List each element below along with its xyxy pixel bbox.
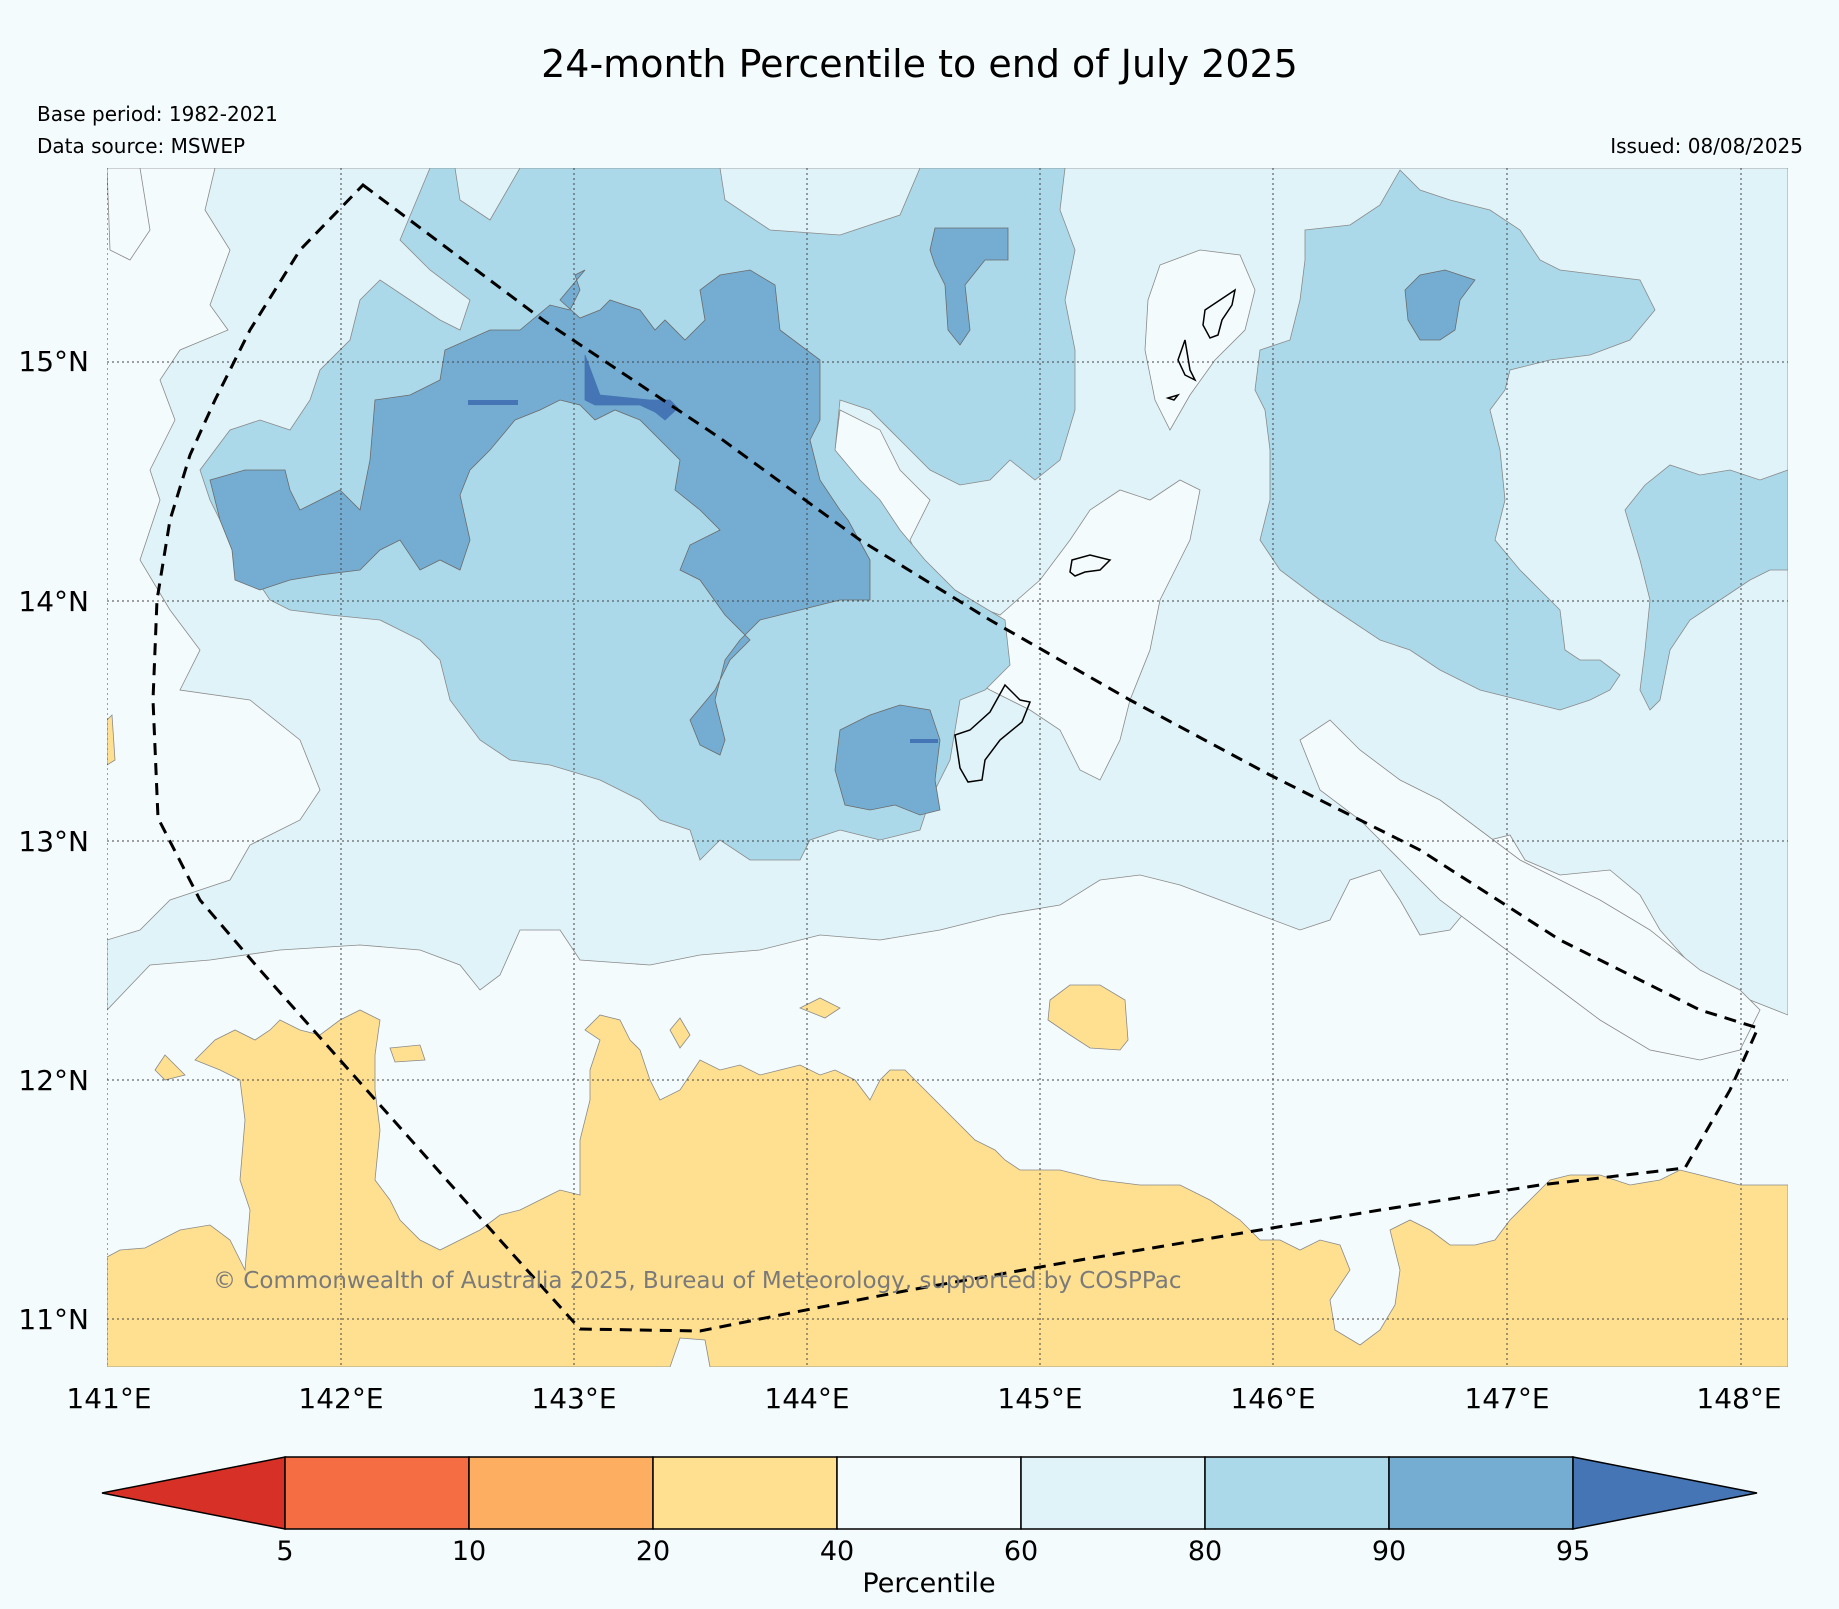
colorbar-40-60 — [836, 1456, 1022, 1530]
contour-above-95-strip-west — [468, 400, 518, 405]
contour-20-40-patch-3 — [389, 1044, 426, 1063]
copyright-notice: © Commonwealth of Australia 2025, Bureau… — [213, 1268, 1182, 1294]
rota-island — [1069, 554, 1112, 577]
colorbar-tick-5: 5 — [276, 1536, 293, 1567]
lat-label-13: 13°N — [18, 825, 89, 858]
lat-label-11: 11°N — [18, 1303, 89, 1336]
saipan-island — [1202, 288, 1237, 339]
colorbar: 5 10 20 40 60 80 90 95 Percentile — [101, 1456, 1758, 1599]
issued-date-note: Issued: 08/08/2025 — [1610, 134, 1803, 158]
contour-20-40-patch-2 — [799, 997, 841, 1019]
contour-80-90-region-west — [199, 168, 1076, 861]
eez-boundary — [151, 183, 1761, 1333]
tinian-island — [1177, 339, 1197, 382]
lon-label-142: 142°E — [298, 1382, 383, 1415]
guam-island — [954, 683, 1032, 783]
contour-above-95-strip-south — [910, 739, 938, 743]
colorbar-tick-20: 20 — [636, 1536, 670, 1567]
lon-label-141: 141°E — [66, 1382, 151, 1415]
colorbar-20-40 — [652, 1456, 838, 1530]
colorbar-tick-95: 95 — [1556, 1536, 1590, 1567]
contour-20-40-patch-5 — [154, 1054, 186, 1081]
contour-40-60-hole-east — [1299, 719, 1761, 1061]
lon-label-146: 146°E — [1230, 1382, 1315, 1415]
lon-label-147: 147°E — [1464, 1382, 1549, 1415]
data-source-note: Data source: MSWEP — [37, 134, 246, 158]
colorbar-above-95 — [1572, 1456, 1758, 1530]
contour-90-95-region-south — [834, 704, 941, 816]
contour-20-40-region — [107, 1009, 1788, 1367]
colorbar-tick-60: 60 — [1004, 1536, 1038, 1567]
contour-20-40-patch-6 — [107, 714, 116, 766]
contour-80-90-region-far-east — [1624, 464, 1788, 711]
map-title: 24-month Percentile to end of July 2025 — [541, 42, 1298, 86]
contour-20-40-patch-1 — [1047, 984, 1129, 1051]
lon-label-148: 148°E — [1696, 1382, 1781, 1415]
contour-90-95-region-north — [929, 227, 1009, 346]
contour-above-95-region — [584, 354, 679, 421]
contour-20-40-patch-4 — [669, 1017, 691, 1049]
latitude-labels: 15°N 14°N 13°N 12°N 11°N — [18, 345, 89, 1336]
colorbar-label: Percentile — [862, 1568, 995, 1599]
colorbar-tick-90: 90 — [1372, 1536, 1406, 1567]
graticule — [107, 168, 1788, 1367]
island-outlines — [954, 288, 1237, 783]
lat-label-12: 12°N — [18, 1064, 89, 1097]
lon-label-143: 143°E — [531, 1382, 616, 1415]
lat-label-15: 15°N — [18, 345, 89, 378]
colorbar-90-95 — [1388, 1456, 1574, 1530]
contour-80-90-region-east — [1254, 169, 1656, 711]
colorbar-below-5 — [101, 1456, 286, 1530]
longitude-labels: 141°E 142°E 143°E 144°E 145°E 146°E 147°… — [66, 1382, 1781, 1415]
lat-label-14: 14°N — [18, 585, 89, 618]
colorbar-10-20 — [468, 1456, 654, 1530]
colorbar-80-90 — [1204, 1456, 1390, 1530]
colorbar-5-10 — [284, 1456, 470, 1530]
lon-label-145: 145°E — [997, 1382, 1082, 1415]
lon-label-144: 144°E — [764, 1382, 849, 1415]
base-period-note: Base period: 1982-2021 — [37, 102, 278, 126]
colorbar-tick-10: 10 — [452, 1536, 486, 1567]
contour-90-95-region-main — [209, 269, 871, 756]
contour-40-60-hole-left — [107, 168, 151, 261]
colorbar-60-80 — [1020, 1456, 1206, 1530]
map-plot-area: © Commonwealth of Australia 2025, Bureau… — [107, 168, 1788, 1367]
colorbar-tick-40: 40 — [820, 1536, 854, 1567]
aguijan-island — [1165, 393, 1181, 401]
contour-90-95-region-east — [1404, 269, 1476, 341]
colorbar-tick-80: 80 — [1188, 1536, 1222, 1567]
